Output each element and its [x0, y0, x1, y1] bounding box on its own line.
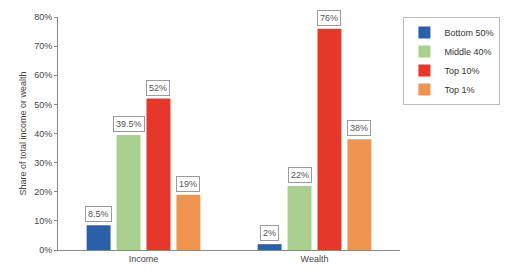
svg-text:38%: 38% [350, 123, 368, 133]
svg-text:10%: 10% [34, 216, 52, 226]
svg-text:0%: 0% [39, 245, 52, 255]
svg-text:Top 10%: Top 10% [444, 66, 479, 76]
svg-text:80%: 80% [34, 12, 52, 22]
svg-text:60%: 60% [34, 70, 52, 80]
svg-text:19%: 19% [179, 179, 197, 189]
svg-text:76%: 76% [320, 13, 338, 23]
svg-text:Wealth: Wealth [301, 254, 329, 264]
svg-text:2%: 2% [263, 228, 276, 238]
svg-text:Bottom 50%: Bottom 50% [444, 28, 493, 38]
svg-text:52%: 52% [149, 83, 167, 93]
svg-text:Share of total income or wealt: Share of total income or wealth [18, 71, 28, 195]
svg-text:Top 1%: Top 1% [444, 85, 474, 95]
svg-text:22%: 22% [291, 170, 309, 180]
svg-text:30%: 30% [34, 158, 52, 168]
svg-text:40%: 40% [34, 129, 52, 139]
svg-text:50%: 50% [34, 100, 52, 110]
svg-text:20%: 20% [34, 187, 52, 197]
svg-text:Middle 40%: Middle 40% [444, 47, 491, 57]
svg-text:8.5%: 8.5% [88, 209, 109, 219]
svg-text:Income: Income [129, 254, 159, 264]
svg-text:70%: 70% [34, 41, 52, 51]
svg-text:39.5%: 39.5% [116, 119, 142, 129]
